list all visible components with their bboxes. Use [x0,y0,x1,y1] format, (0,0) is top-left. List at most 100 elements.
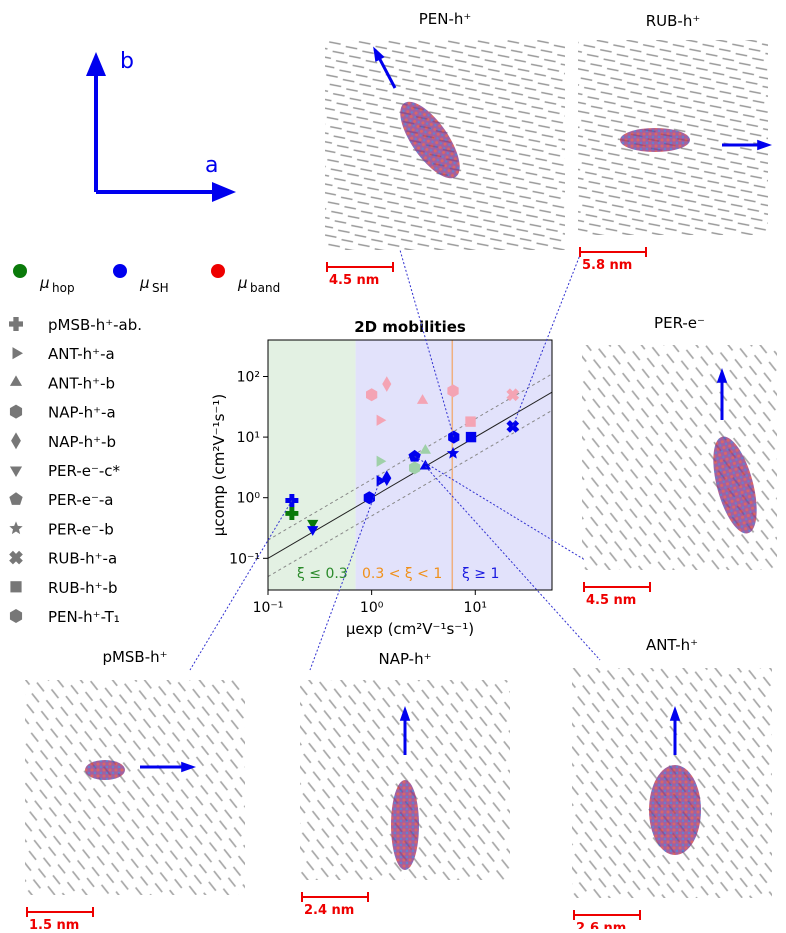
scale-label: 2.4 nm [304,903,354,918]
legend-marker [9,550,23,565]
legend-marker [12,347,23,360]
connector [512,254,581,427]
region-label: ξ ≥ 1 [462,566,499,582]
legend-label: PER-e⁻-b [48,520,114,538]
panel-title: PER-e⁻ [654,314,705,332]
data-point [376,475,387,487]
data-point [409,461,421,475]
scale-label: 2.6 nm [576,921,626,929]
x-axis-label: μexp (cm²V⁻¹s⁻¹) [346,620,474,638]
panel-title: NAP-h⁺ [378,650,431,668]
x-tick-label: 10⁰ [360,600,384,616]
legend-marker [10,581,22,593]
data-point [408,449,421,462]
y-tick-label: 10¹ [237,430,260,446]
panel-title: RUB-h⁺ [646,12,701,30]
data-point [447,384,459,398]
data-point [416,394,429,404]
connector [425,465,601,661]
legend-label: PER-e⁻-a [48,491,114,509]
scale-label: 5.8 nm [582,258,632,273]
data-point [307,526,319,536]
axis-a: a [205,153,218,178]
legend-marker [9,404,23,419]
legend-marker [9,609,23,623]
data-point [307,519,319,530]
legend-marker [9,466,23,477]
legend-subscript: band [250,281,280,295]
data-point [382,470,392,486]
scale-label: 4.5 nm [586,593,636,608]
data-point [465,416,476,427]
snapshot [25,680,245,895]
polaron-density [620,128,690,152]
legend-marker [9,375,23,386]
xi-region [355,340,552,590]
legend-label: PEN-h⁺-T₁ [48,608,120,626]
polaron-density [649,765,701,855]
data-point [382,376,392,392]
legend-dot [13,264,27,278]
legend-label: PER-e⁻-c* [48,462,121,480]
arrow-head [373,46,385,62]
arrow-head [716,368,728,383]
data-point [465,431,477,443]
y-tick-label: 10⁰ [237,491,261,507]
polaron-density [713,436,757,534]
data-point [506,388,520,402]
legend-marker [9,317,23,331]
axis-b: b [120,49,134,74]
data-point [419,459,432,470]
panel-title: ANT-h⁺ [646,636,698,654]
scale-label: 1.5 nm [29,918,79,929]
legend-symbol: μ [139,274,150,292]
connector [189,500,293,671]
y-tick-label: 10⁻¹ [229,551,260,567]
lattice-axes [86,52,236,202]
legend-label: NAP-h⁺-a [48,404,116,422]
polaron-density [391,780,419,870]
legend-label: ANT-h⁺-a [48,345,115,363]
chart-title: 2D mobilities [354,318,466,336]
legend-marker [9,521,23,535]
panel-title: pMSB-h⁺ [102,648,167,666]
data-point [366,388,378,402]
polaron-density [85,760,125,780]
connector [414,455,586,561]
arrow-head [757,139,772,151]
legend-dot [113,264,127,278]
legend-symbol: μ [39,274,50,292]
region-label: ξ ≤ 0.3 [297,566,348,582]
legend-subscript: hop [52,281,75,295]
data-point [376,455,387,467]
arrow-head [669,706,681,721]
x-tick-label: 10⁻¹ [253,600,284,616]
connector [309,480,381,671]
y-axis-label: μcomp (cm²V⁻¹s⁻¹) [210,394,228,536]
arrow-head [181,761,196,773]
data-point [285,506,299,520]
legend-subscript: SH [152,281,169,295]
data-point [419,444,432,454]
snapshot [582,345,777,570]
region-label: 0.3 < ξ < 1 [362,566,442,582]
connector [399,249,455,438]
data-point [446,446,460,459]
xi-region [268,340,356,590]
scale-label: 4.5 nm [329,273,379,288]
legend-symbol: μ [237,274,248,292]
x-tick-label: 10¹ [464,600,487,616]
polaron-density [400,101,460,179]
legend-marker [9,492,23,505]
legend-marker [11,432,21,450]
legend-label: RUB-h⁺-a [48,550,117,568]
legend-label: NAP-h⁺-b [48,433,116,451]
panel-title: PEN-h⁺ [419,10,472,28]
legend-label: ANT-h⁺-b [48,374,115,392]
legend-label: RUB-h⁺-b [48,579,117,597]
arrow-head [399,706,411,721]
legend-label: pMSB-h⁺-ab. [48,316,142,334]
data-point [376,414,387,426]
y-tick-label: 10² [237,369,260,385]
